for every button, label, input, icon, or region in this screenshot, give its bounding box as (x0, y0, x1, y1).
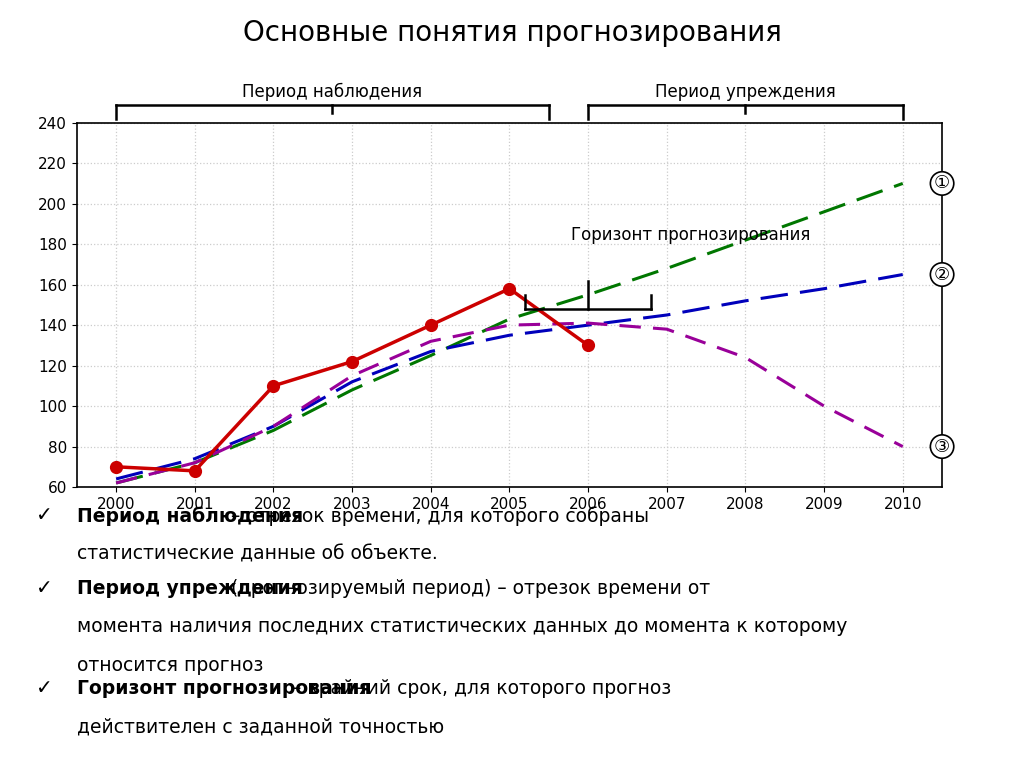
Text: действителен с заданной точностью: действителен с заданной точностью (77, 717, 444, 736)
Text: (прогнозируемый период) – отрезок времени от: (прогнозируемый период) – отрезок времен… (225, 579, 710, 598)
Text: Горизонт прогнозирования: Горизонт прогнозирования (570, 226, 810, 244)
Text: Основные понятия прогнозирования: Основные понятия прогнозирования (243, 19, 781, 48)
Text: Период упреждения: Период упреждения (655, 84, 836, 101)
Text: – отрезок времени, для которого собраны: – отрезок времени, для которого собраны (225, 506, 649, 526)
Text: – крайний срок, для которого прогноз: – крайний срок, для которого прогноз (286, 679, 671, 698)
Text: Период наблюдения: Период наблюдения (77, 506, 303, 526)
Text: относится прогноз: относится прогноз (77, 656, 263, 675)
Text: ②: ② (934, 265, 950, 284)
Text: ✓: ✓ (36, 506, 52, 525)
Text: ✓: ✓ (36, 579, 52, 598)
Text: ①: ① (934, 174, 950, 193)
Text: статистические данные об объекте.: статистические данные об объекте. (77, 545, 437, 564)
Text: Период упреждения: Период упреждения (77, 579, 302, 598)
Text: ③: ③ (934, 437, 950, 456)
Text: ✓: ✓ (36, 679, 52, 698)
Text: Период наблюдения: Период наблюдения (243, 84, 423, 101)
Text: момента наличия последних статистических данных до момента к которому: момента наличия последних статистических… (77, 617, 847, 637)
Text: Горизонт прогнозирования: Горизонт прогнозирования (77, 679, 371, 698)
